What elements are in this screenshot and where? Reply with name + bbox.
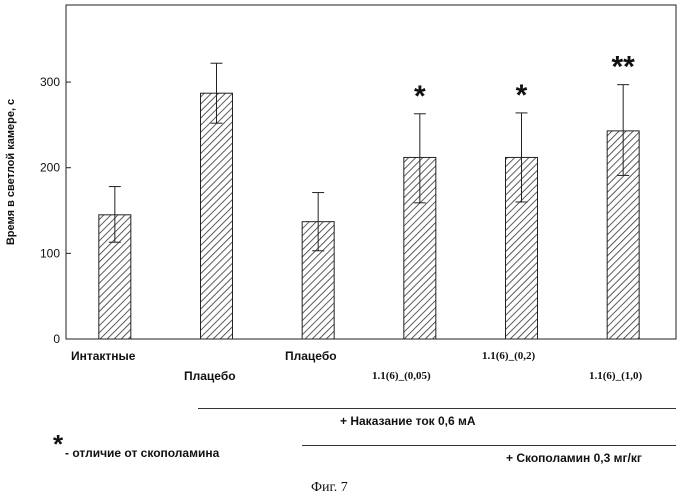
significance-marker: * <box>516 79 528 112</box>
bar <box>201 93 233 339</box>
bars-group <box>99 93 639 339</box>
scopolamine-bracket-line <box>302 445 676 446</box>
significance-marker: ** <box>611 51 635 84</box>
category-label-placebo-2: Плацебо <box>285 349 337 363</box>
significance-marker: * <box>414 80 426 113</box>
y-tick-label: 200 <box>40 161 60 175</box>
plot-area <box>66 5 676 339</box>
category-label-dose-005: 1.1(6)_(0,05) <box>372 370 431 382</box>
figure-caption: Фиг. 7 <box>311 480 348 496</box>
y-tick-label: 300 <box>40 75 60 89</box>
y-axis-label: Время в светлой камере, с <box>5 99 17 245</box>
punishment-bracket-line <box>198 408 676 409</box>
category-label-placebo-1: Плацебо <box>184 369 236 383</box>
y-tick-label: 100 <box>40 246 60 260</box>
legend-star-symbol: * <box>53 434 63 454</box>
punishment-note: + Наказание ток 0,6 мА <box>340 414 476 428</box>
category-label-dose-02: 1.1(6)_(0,2) <box>482 350 535 362</box>
legend-text: - отличие от скополамина <box>65 446 219 460</box>
y-tick-label: 0 <box>53 332 60 346</box>
significance-group: **** <box>414 51 635 113</box>
category-label-dose-10: 1.1(6)_(1,0) <box>589 370 642 382</box>
scopolamine-note: + Скополамин 0,3 мг/кг <box>506 451 642 465</box>
category-label-intact: Интактные <box>71 349 135 363</box>
error-bars-group <box>109 63 629 251</box>
